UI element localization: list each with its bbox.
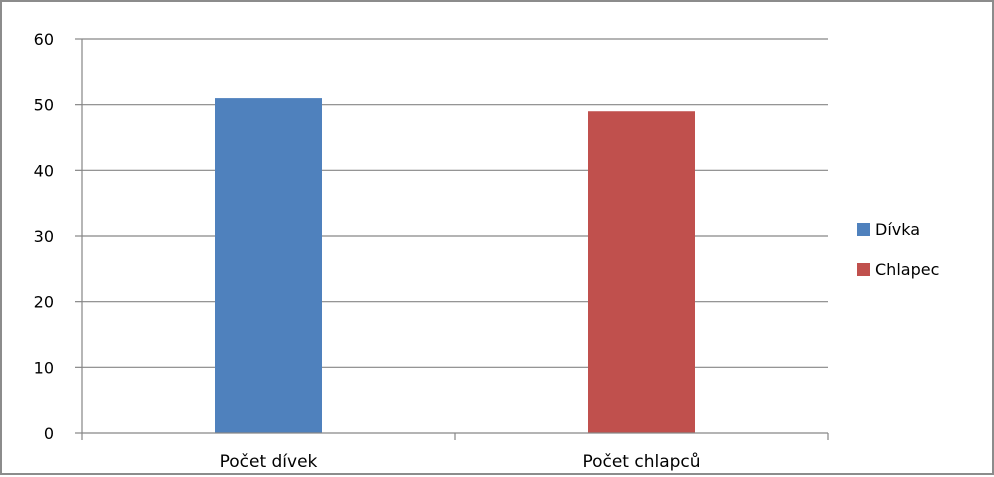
legend-label: Chlapec [875, 260, 939, 279]
legend: Dívka Chlapec [857, 220, 939, 279]
y-tick-label: 50 [34, 96, 54, 115]
y-tick-label: 10 [34, 358, 54, 377]
y-tick-label: 20 [34, 293, 54, 312]
y-tick-label: 60 [34, 30, 54, 49]
x-category-label: Počet dívek [220, 452, 318, 472]
y-tick-label: 30 [34, 227, 54, 246]
bars [215, 98, 695, 433]
bar-divka [215, 98, 322, 433]
legend-label: Dívka [875, 220, 920, 239]
legend-swatch [857, 223, 870, 236]
y-tick-label: 0 [44, 424, 54, 443]
x-category-label: Počet chlapců [582, 452, 700, 472]
axes: 0 10 20 30 40 50 60 Počet dívek Počet chlapců [34, 30, 829, 472]
y-tick-label: 40 [34, 161, 54, 180]
bar-chlapec [588, 111, 695, 433]
legend-swatch [857, 263, 870, 276]
gridlines [82, 38, 828, 368]
